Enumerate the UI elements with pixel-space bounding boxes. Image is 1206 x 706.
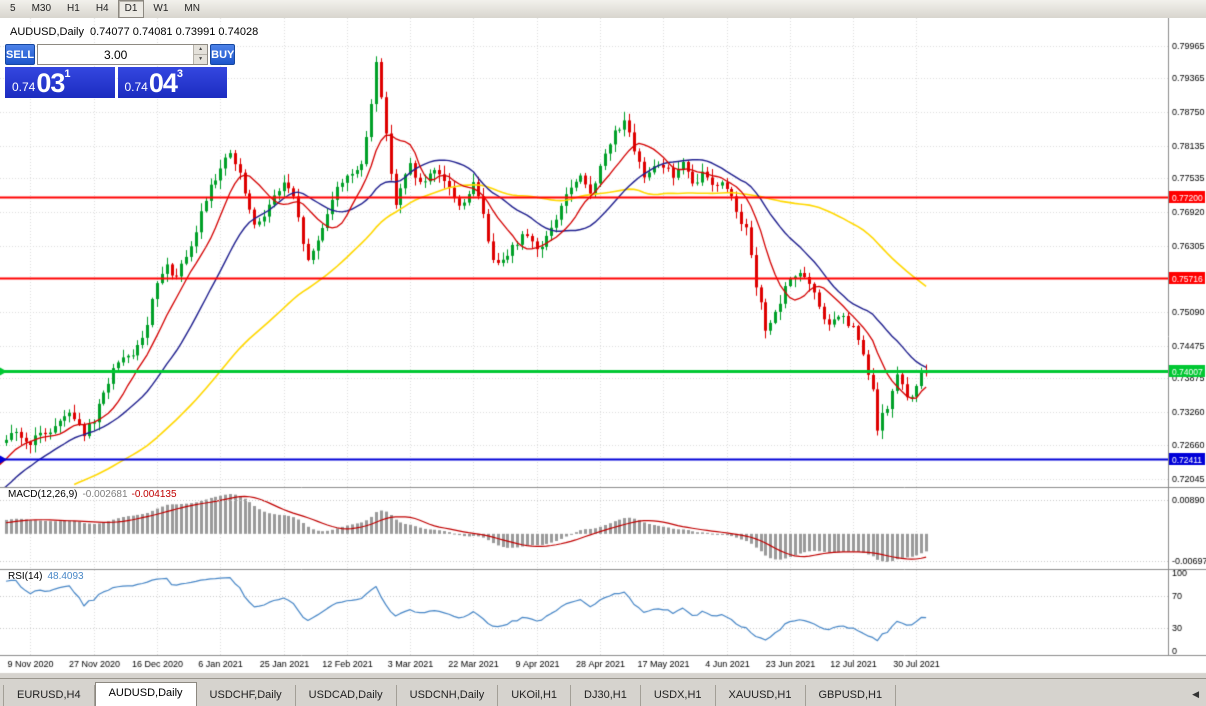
- chart-tab-usdcad-daily[interactable]: USDCAD,Daily: [296, 685, 397, 706]
- chart-tab-audusd-daily[interactable]: AUDUSD,Daily: [94, 682, 197, 706]
- one-click-order-row: SELL ▲ ▼ BUY: [5, 44, 236, 65]
- chart-tabs: EURUSD,H4 AUDUSD,Daily USDCHF,Daily USDCAD,…: [3, 682, 897, 706]
- chart-tab-usdx-h1[interactable]: USDX,H1: [641, 685, 716, 706]
- macd-panel-label: MACD(12,26,9) -0.002681 -0.004135: [8, 489, 177, 500]
- sell-price-pips: 03: [36, 68, 65, 98]
- buy-price-display[interactable]: 0.74 04 3: [117, 67, 227, 98]
- volume-input-group: ▲ ▼: [37, 44, 209, 65]
- buy-price-pips: 04: [148, 68, 178, 98]
- price-chart-canvas[interactable]: [0, 18, 1206, 678]
- one-click-trading-panel: SELL ▲ ▼ BUY 0.74 03 1 0.74 04 3: [5, 44, 236, 98]
- chart-tab-dj30-h1[interactable]: DJ30,H1: [571, 685, 641, 706]
- buy-button[interactable]: BUY: [210, 44, 236, 65]
- volume-down-button[interactable]: ▼: [194, 55, 208, 64]
- chart-title: AUDUSD,Daily 0.74077 0.74081 0.73991 0.74…: [10, 26, 258, 38]
- rsi-panel-label: RSI(14) 48.4093: [8, 571, 84, 582]
- volume-input[interactable]: [38, 45, 194, 64]
- volume-spinner: ▲ ▼: [193, 45, 208, 64]
- chart-area: AUDUSD,Daily 0.74077 0.74081 0.73991 0.74…: [0, 18, 1206, 678]
- timeframe-toolbar: 5 M30 H1 H4 D1 W1 MN: [0, 0, 1206, 19]
- sell-button[interactable]: SELL: [5, 44, 36, 65]
- chart-tab-usdcnh-daily[interactable]: USDCNH,Daily: [397, 685, 499, 706]
- one-click-price-row: 0.74 03 1 0.74 04 3: [5, 67, 227, 98]
- buy-price-point: 3: [176, 68, 184, 80]
- timeframe-button-group: 5 M30 H1 H4 D1 W1 MN: [0, 0, 208, 18]
- sell-price-display[interactable]: 0.74 03 1: [5, 67, 115, 98]
- macd-signal-value: -0.004135: [131, 489, 177, 500]
- chart-tab-eurusd-h4[interactable]: EURUSD,H4: [3, 685, 95, 706]
- macd-label: MACD(12,26,9): [8, 489, 78, 500]
- timeframe-button-w1[interactable]: W1: [153, 3, 169, 14]
- chart-symbol-period: AUDUSD,Daily: [10, 26, 84, 38]
- sell-price-point: 1: [64, 68, 71, 80]
- timeframe-button-5[interactable]: 5: [10, 3, 16, 14]
- chart-tab-gbpusd-h1[interactable]: GBPUSD,H1: [806, 685, 897, 706]
- chart-tabs-bar: EURUSD,H4 AUDUSD,Daily USDCHF,Daily USDCAD,…: [0, 678, 1206, 706]
- chart-tab-ukoil-h1[interactable]: UKOil,H1: [498, 685, 572, 706]
- rsi-label: RSI(14): [8, 571, 43, 582]
- rsi-value: 48.4093: [47, 571, 84, 582]
- chart-ohlc-values: 0.74077 0.74081 0.73991 0.74028: [89, 26, 259, 38]
- timeframe-button-mn[interactable]: MN: [184, 3, 200, 14]
- tabs-scroll-left-button[interactable]: ◀: [1192, 689, 1199, 699]
- sell-price-prefix: 0.74: [12, 80, 36, 94]
- timeframe-button-h1[interactable]: H1: [67, 3, 80, 14]
- chart-tab-usdchf-daily[interactable]: USDCHF,Daily: [197, 685, 296, 706]
- timeframe-button-d1[interactable]: D1: [117, 0, 145, 18]
- buy-price-prefix: 0.74: [124, 80, 148, 94]
- timeframe-button-h4[interactable]: H4: [95, 3, 109, 14]
- timeframe-button-m30[interactable]: M30: [31, 3, 52, 14]
- macd-main-value: -0.002681: [82, 489, 128, 500]
- volume-up-button[interactable]: ▲: [194, 45, 208, 55]
- chart-tab-xauusd-h1[interactable]: XAUUSD,H1: [716, 685, 806, 706]
